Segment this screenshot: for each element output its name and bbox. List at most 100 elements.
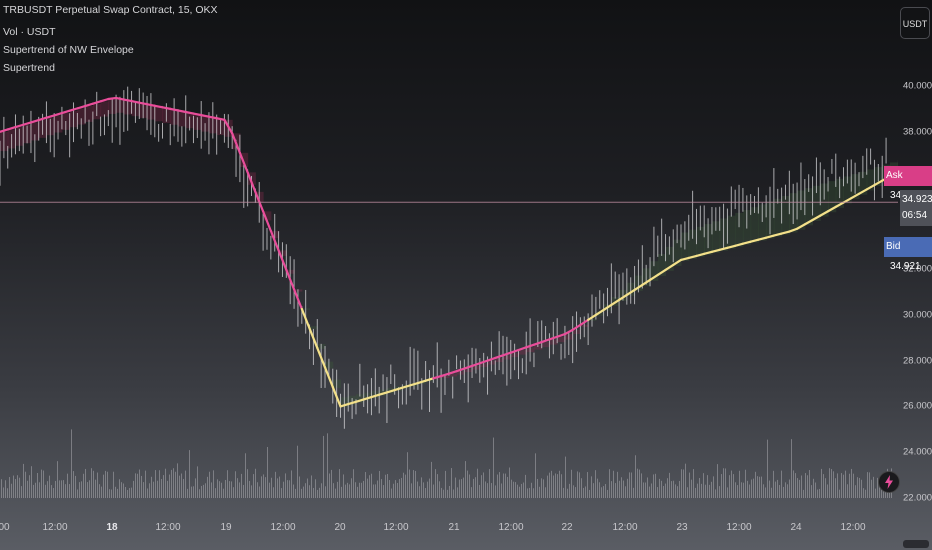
- time-axis[interactable]: 00 12:00 18 12:00 19 12:00 20 12:00 21 12:00 22 12:…: [0, 516, 932, 550]
- volume-bar: [493, 437, 494, 498]
- volume-bar: [787, 484, 788, 498]
- indicator-volume[interactable]: Vol · USDT: [3, 26, 56, 38]
- volume-bar: [239, 482, 240, 498]
- volume-bar: [681, 469, 682, 498]
- trend-cloud-segment: [781, 195, 790, 235]
- price-tick-label: 22.000: [903, 492, 932, 504]
- volume-bar: [705, 484, 706, 498]
- symbol-title[interactable]: TRBUSDT Perpetual Swap Contract, 15, OKX: [3, 4, 218, 16]
- volume-bar: [139, 469, 140, 498]
- volume-bar: [237, 478, 238, 498]
- volume-bar: [191, 486, 192, 498]
- volume-bar: [555, 473, 556, 498]
- supertrend-segment: [22, 121, 33, 126]
- trend-cloud-segment: [804, 188, 814, 226]
- volume-bar: [579, 472, 580, 498]
- volume-bar: [133, 480, 134, 498]
- supertrend-segment: [323, 366, 334, 389]
- supertrend-segment: [122, 98, 133, 103]
- volume-bar: [37, 472, 38, 498]
- volume-bar: [341, 486, 342, 498]
- supertrend-segment: [231, 132, 241, 154]
- volume-bar: [593, 483, 594, 498]
- supertrend-segment: [873, 179, 884, 187]
- volume-bar: [851, 468, 852, 498]
- trend-cloud-segment: [595, 311, 605, 316]
- supertrend-segment: [176, 109, 187, 114]
- volume-bar: [695, 487, 696, 498]
- volume-bar: [405, 474, 406, 498]
- supertrend-segment: [850, 192, 861, 200]
- volume-bar: [621, 477, 622, 498]
- ask-label: Ask: [886, 170, 903, 181]
- volume-bar: [547, 475, 548, 498]
- volume-bar: [75, 475, 76, 498]
- volume-bar: [855, 485, 856, 498]
- volume-bar: [347, 482, 348, 498]
- volume-bar: [523, 482, 524, 498]
- volume-bar: [813, 478, 814, 498]
- axis-scroll-handle[interactable]: [903, 540, 929, 548]
- volume-bar: [407, 452, 408, 498]
- volume-bar: [419, 486, 420, 498]
- volume-bar: [241, 473, 242, 498]
- volume-bar: [571, 469, 572, 498]
- volume-bar: [483, 472, 484, 498]
- volume-bar: [409, 469, 410, 498]
- supertrend-segment: [14, 123, 25, 129]
- volume-bar: [15, 479, 16, 498]
- supertrend-segment: [447, 370, 458, 375]
- volume-bar: [867, 472, 868, 498]
- volume-bar: [639, 469, 640, 498]
- volume-bar: [823, 474, 824, 498]
- volume-bar: [499, 472, 500, 498]
- volume-bar: [67, 473, 68, 498]
- volume-bar: [61, 480, 62, 498]
- indicator-supertrend-nw[interactable]: Supertrend of NW Envelope: [3, 44, 134, 56]
- volume-bar: [77, 489, 78, 498]
- volume-bar: [99, 484, 100, 498]
- price-chart[interactable]: [0, 0, 898, 516]
- volume-bar: [427, 481, 428, 498]
- volume-bar: [805, 473, 806, 498]
- supertrend-segment: [60, 109, 71, 115]
- volume-bar: [343, 474, 344, 498]
- volume-bar: [477, 468, 478, 498]
- volume-bar: [47, 481, 48, 498]
- volume-bar: [771, 487, 772, 498]
- volume-bar: [733, 474, 734, 498]
- volume-bar: [235, 471, 236, 498]
- lightning-icon[interactable]: [878, 471, 900, 493]
- last-price-box: 34.923 06:54: [900, 190, 932, 226]
- volume-bar: [89, 480, 90, 498]
- time-tick-label: 20: [334, 522, 346, 533]
- volume-bar: [739, 470, 740, 498]
- volume-bar: [635, 455, 636, 498]
- indicator-supertrend[interactable]: Supertrend: [3, 62, 55, 74]
- volume-bar: [55, 480, 56, 498]
- volume-bar: [475, 477, 476, 498]
- volume-bar: [297, 445, 298, 498]
- supertrend-segment: [672, 258, 683, 267]
- volume-bar: [763, 484, 764, 498]
- currency-button[interactable]: USDT: [900, 7, 930, 39]
- volume-bar: [647, 477, 648, 498]
- supertrend-segment: [540, 338, 551, 344]
- volume-bar: [657, 487, 658, 498]
- volume-bar: [809, 470, 810, 498]
- supertrend-segment: [339, 403, 350, 408]
- volume-bar: [729, 475, 730, 498]
- volume-bar: [119, 479, 120, 498]
- volume-bar: [283, 481, 284, 498]
- time-tick-label: 23: [676, 522, 688, 533]
- volume-bar: [741, 482, 742, 498]
- volume-bar: [201, 485, 202, 498]
- volume-bar: [243, 484, 244, 498]
- volume-bar: [481, 475, 482, 498]
- supertrend-segment: [734, 242, 745, 247]
- volume-bar: [745, 469, 746, 498]
- trend-cloud-segment: [673, 239, 682, 266]
- volume-bar: [569, 483, 570, 498]
- volume-bar: [783, 486, 784, 498]
- supertrend-segment: [494, 354, 505, 360]
